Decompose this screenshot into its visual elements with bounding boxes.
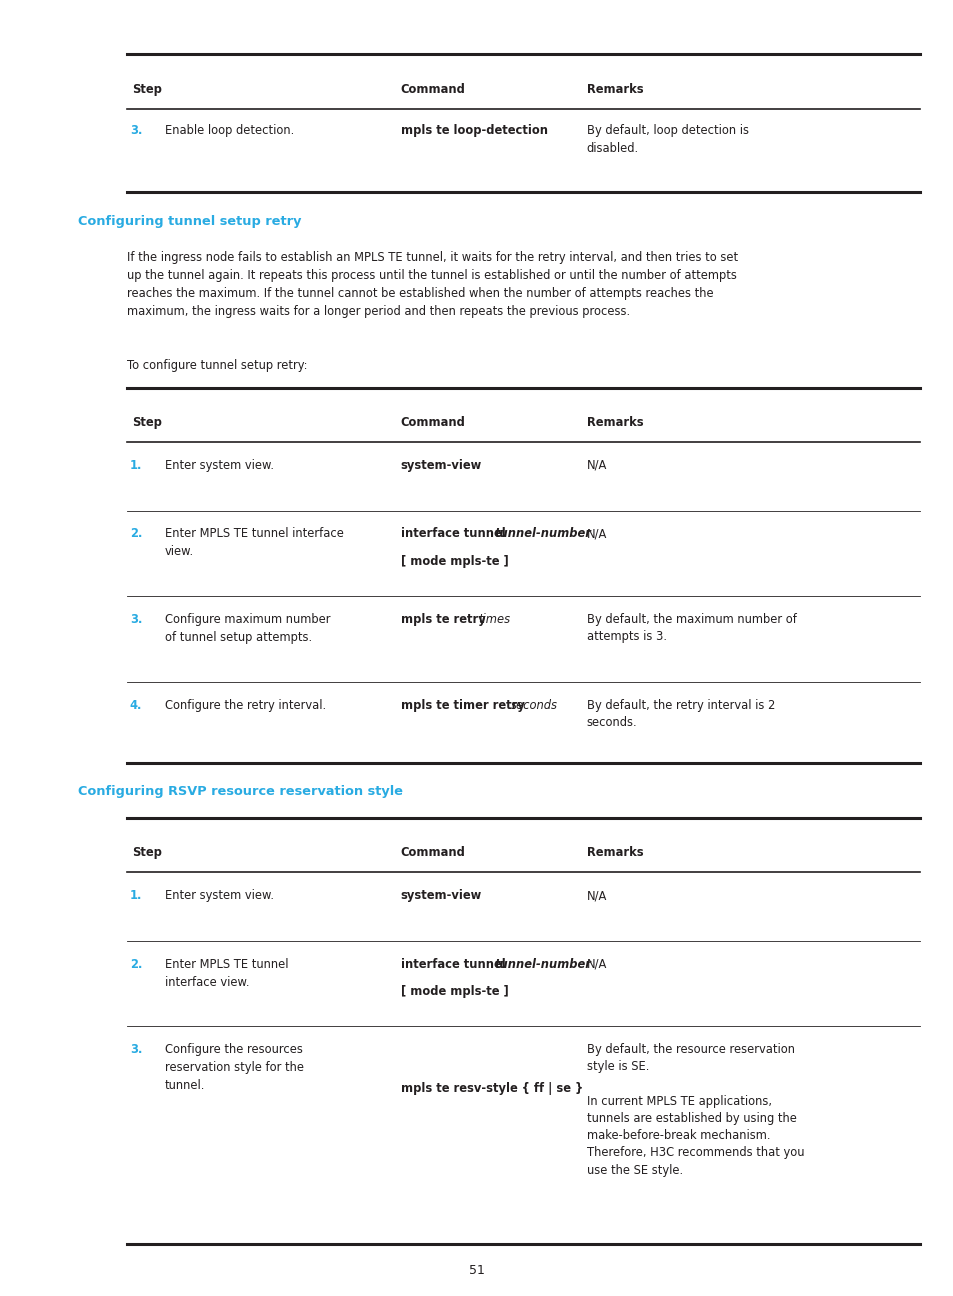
Text: Remarks: Remarks <box>586 83 642 96</box>
Text: Enter MPLS TE tunnel interface
view.: Enter MPLS TE tunnel interface view. <box>165 527 344 559</box>
Text: Enable loop detection.: Enable loop detection. <box>165 124 294 137</box>
Text: If the ingress node fails to establish an MPLS TE tunnel, it waits for the retry: If the ingress node fails to establish a… <box>127 251 738 318</box>
Text: Configure maximum number
of tunnel setup attempts.: Configure maximum number of tunnel setup… <box>165 613 330 644</box>
Text: mpls te loop-detection: mpls te loop-detection <box>400 124 547 137</box>
Text: system-view: system-view <box>400 459 481 472</box>
Text: seconds: seconds <box>511 699 558 712</box>
Text: interface tunnel: interface tunnel <box>400 527 509 540</box>
Text: times: times <box>477 613 510 626</box>
Text: system-view: system-view <box>400 889 481 902</box>
Text: 3.: 3. <box>130 1043 142 1056</box>
Text: Configure the resources
reservation style for the
tunnel.: Configure the resources reservation styl… <box>165 1043 304 1093</box>
Text: Configure the retry interval.: Configure the retry interval. <box>165 699 326 712</box>
Text: 1.: 1. <box>130 889 142 902</box>
Text: mpls te resv-style { ff | se }: mpls te resv-style { ff | se } <box>400 1082 582 1095</box>
Text: Step: Step <box>132 83 161 96</box>
Text: Enter system view.: Enter system view. <box>165 459 274 472</box>
Text: 1.: 1. <box>130 459 142 472</box>
Text: By default, the resource reservation
style is SE.

In current MPLS TE applicatio: By default, the resource reservation sty… <box>586 1043 803 1177</box>
Text: By default, the maximum number of
attempts is 3.: By default, the maximum number of attemp… <box>586 613 796 643</box>
Text: 4.: 4. <box>130 699 142 712</box>
Text: interface tunnel: interface tunnel <box>400 958 509 971</box>
Text: Step: Step <box>132 846 161 859</box>
Text: N/A: N/A <box>586 527 606 540</box>
Text: Command: Command <box>400 846 465 859</box>
Text: 2.: 2. <box>130 527 142 540</box>
Text: mpls te timer retry: mpls te timer retry <box>400 699 528 712</box>
Text: 3.: 3. <box>130 124 142 137</box>
Text: tunnel-number: tunnel-number <box>495 958 591 971</box>
Text: [ mode mpls-te ]: [ mode mpls-te ] <box>400 985 508 998</box>
Text: Enter MPLS TE tunnel
interface view.: Enter MPLS TE tunnel interface view. <box>165 958 288 989</box>
Text: By default, the retry interval is 2
seconds.: By default, the retry interval is 2 seco… <box>586 699 774 728</box>
Text: N/A: N/A <box>586 889 606 902</box>
Text: Command: Command <box>400 416 465 429</box>
Text: Remarks: Remarks <box>586 416 642 429</box>
Text: N/A: N/A <box>586 958 606 971</box>
Text: tunnel-number: tunnel-number <box>495 527 591 540</box>
Text: N/A: N/A <box>586 459 606 472</box>
Text: Step: Step <box>132 416 161 429</box>
Text: To configure tunnel setup retry:: To configure tunnel setup retry: <box>127 359 307 372</box>
Text: 2.: 2. <box>130 958 142 971</box>
Text: By default, loop detection is
disabled.: By default, loop detection is disabled. <box>586 124 748 154</box>
Text: [ mode mpls-te ]: [ mode mpls-te ] <box>400 555 508 568</box>
Text: Configuring tunnel setup retry: Configuring tunnel setup retry <box>78 215 301 228</box>
Text: Command: Command <box>400 83 465 96</box>
Text: Enter system view.: Enter system view. <box>165 889 274 902</box>
Text: 51: 51 <box>469 1264 484 1277</box>
Text: mpls te retry: mpls te retry <box>400 613 489 626</box>
Text: 3.: 3. <box>130 613 142 626</box>
Text: Configuring RSVP resource reservation style: Configuring RSVP resource reservation st… <box>78 785 403 798</box>
Text: Remarks: Remarks <box>586 846 642 859</box>
